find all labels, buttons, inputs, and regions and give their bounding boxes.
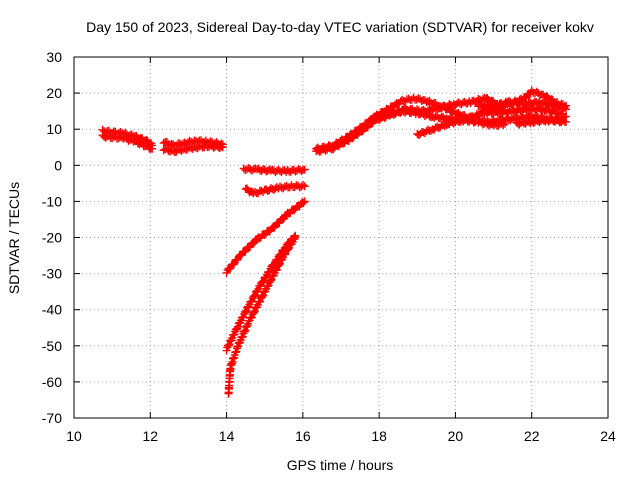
data-point — [560, 103, 569, 112]
data-point — [284, 245, 293, 254]
data-point — [250, 292, 259, 301]
chart-title: Day 150 of 2023, Sidereal Day-to-day VTE… — [86, 19, 594, 35]
y-tick-label: -70 — [42, 410, 62, 426]
x-tick-label: 22 — [524, 428, 540, 444]
y-tick-label: -50 — [42, 338, 62, 354]
data-point — [562, 105, 571, 114]
x-tick-label: 20 — [448, 428, 464, 444]
data-point — [300, 165, 309, 174]
data-point — [291, 233, 300, 242]
data-point — [501, 119, 510, 128]
data-point — [224, 341, 233, 350]
y-tick-label: -30 — [42, 266, 62, 282]
data-point — [290, 235, 299, 244]
y-tick-label: 10 — [46, 121, 62, 137]
data-point — [299, 181, 308, 190]
data-point — [225, 264, 234, 273]
data-point — [249, 239, 258, 248]
y-tick-label: -60 — [42, 374, 62, 390]
y-tick-label: -40 — [42, 302, 62, 318]
y-tick-label: -20 — [42, 230, 62, 246]
data-point — [358, 127, 367, 136]
x-tick-label: 12 — [142, 428, 158, 444]
y-tick-label: -10 — [42, 193, 62, 209]
data-point — [280, 250, 289, 259]
data-point — [299, 198, 308, 207]
data-point — [218, 143, 227, 152]
data-point — [499, 121, 508, 130]
ticks: 10 12 14 16 18 20 22 24 -70 -60 -50 -40 -30 -20 -10 0 10… — [42, 49, 616, 444]
data-point — [266, 276, 275, 285]
data-point — [148, 144, 157, 153]
data-points — [98, 86, 571, 398]
y-tick-label: 20 — [46, 85, 62, 101]
data-point — [250, 308, 259, 317]
data-point — [260, 230, 269, 239]
data-point — [275, 261, 284, 270]
y-axis-label: SDTVAR / TECUs — [6, 182, 22, 294]
x-axis-label: GPS time / hours — [287, 457, 394, 473]
data-point — [278, 215, 287, 224]
x-tick-label: 14 — [219, 428, 235, 444]
x-tick-label: 10 — [66, 428, 82, 444]
data-point — [258, 292, 267, 301]
data-point — [562, 117, 571, 126]
data-point — [241, 308, 250, 317]
x-tick-label: 18 — [371, 428, 387, 444]
data-point — [233, 324, 242, 333]
x-tick-label: 16 — [295, 428, 311, 444]
data-point — [290, 206, 299, 215]
data-point — [236, 251, 245, 260]
y-tick-label: 30 — [46, 49, 62, 65]
data-point — [300, 182, 309, 191]
x-tick-label: 24 — [600, 428, 616, 444]
data-point — [300, 197, 309, 206]
y-tick-label: 0 — [54, 157, 62, 173]
